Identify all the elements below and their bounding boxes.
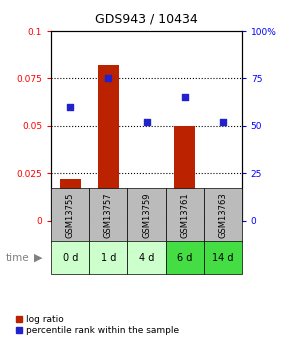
Text: GSM13763: GSM13763 [218,192,227,238]
Bar [204,241,242,274]
Text: GSM13759: GSM13759 [142,192,151,237]
Bar [89,188,127,241]
Text: 14 d: 14 d [212,253,234,263]
Point [144,119,149,125]
Bar [166,241,204,274]
Text: 4 d: 4 d [139,253,154,263]
Bar [51,188,89,241]
Point [68,104,73,110]
Text: GDS943 / 10434: GDS943 / 10434 [95,12,198,25]
Point [220,119,225,125]
Bar [51,241,89,274]
Text: 6 d: 6 d [177,253,192,263]
Bar [204,188,242,241]
Bar [89,241,127,274]
Legend: log ratio, percentile rank within the sample: log ratio, percentile rank within the sa… [16,315,179,335]
Text: GSM13755: GSM13755 [66,192,75,237]
Bar [127,188,166,241]
Bar [60,179,81,221]
Bar [166,188,204,241]
Text: GSM13757: GSM13757 [104,192,113,238]
Bar [212,196,233,221]
Point [182,95,187,100]
Bar [136,211,157,221]
Text: GSM13761: GSM13761 [180,192,189,238]
Text: 1 d: 1 d [101,253,116,263]
Text: 0 d: 0 d [63,253,78,263]
Bar [98,65,119,221]
Bar [174,126,195,221]
Text: time: time [6,253,30,263]
Bar [127,241,166,274]
Point [106,76,111,81]
Text: ▶: ▶ [34,253,42,263]
